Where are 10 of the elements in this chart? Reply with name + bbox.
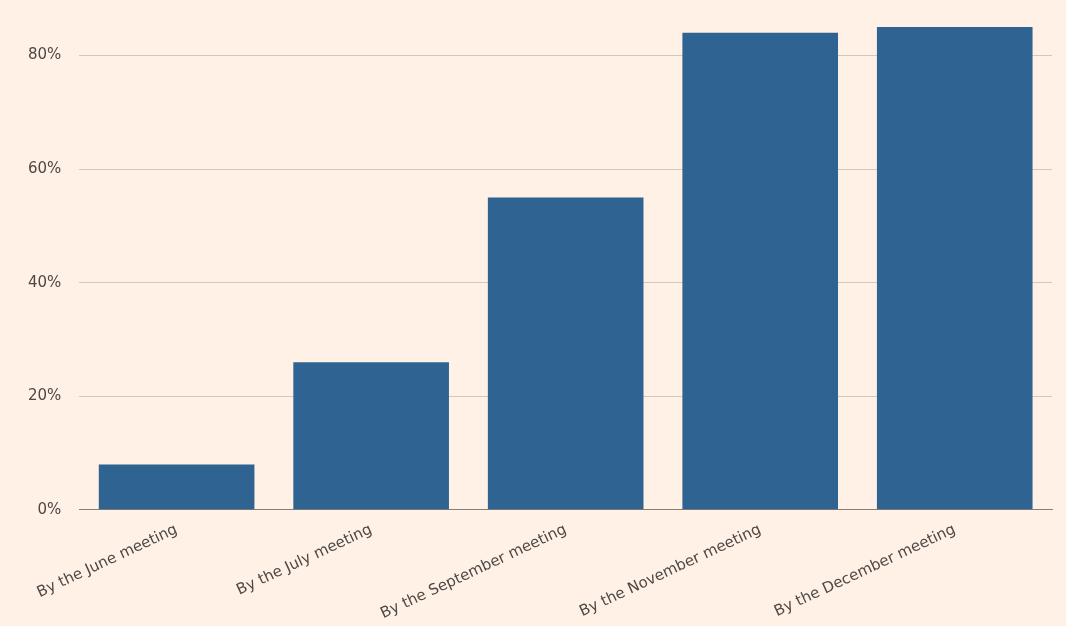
y-tick-label: 80%	[28, 45, 62, 64]
bar	[876, 27, 1033, 510]
bar	[98, 464, 255, 510]
bar	[293, 362, 449, 510]
y-tick-label: 60%	[28, 158, 62, 177]
y-tick-label: 0%	[37, 499, 62, 518]
y-tick-label: 40%	[28, 272, 62, 291]
bar	[682, 32, 839, 510]
bar	[487, 197, 644, 510]
y-tick-label: 20%	[28, 386, 62, 405]
